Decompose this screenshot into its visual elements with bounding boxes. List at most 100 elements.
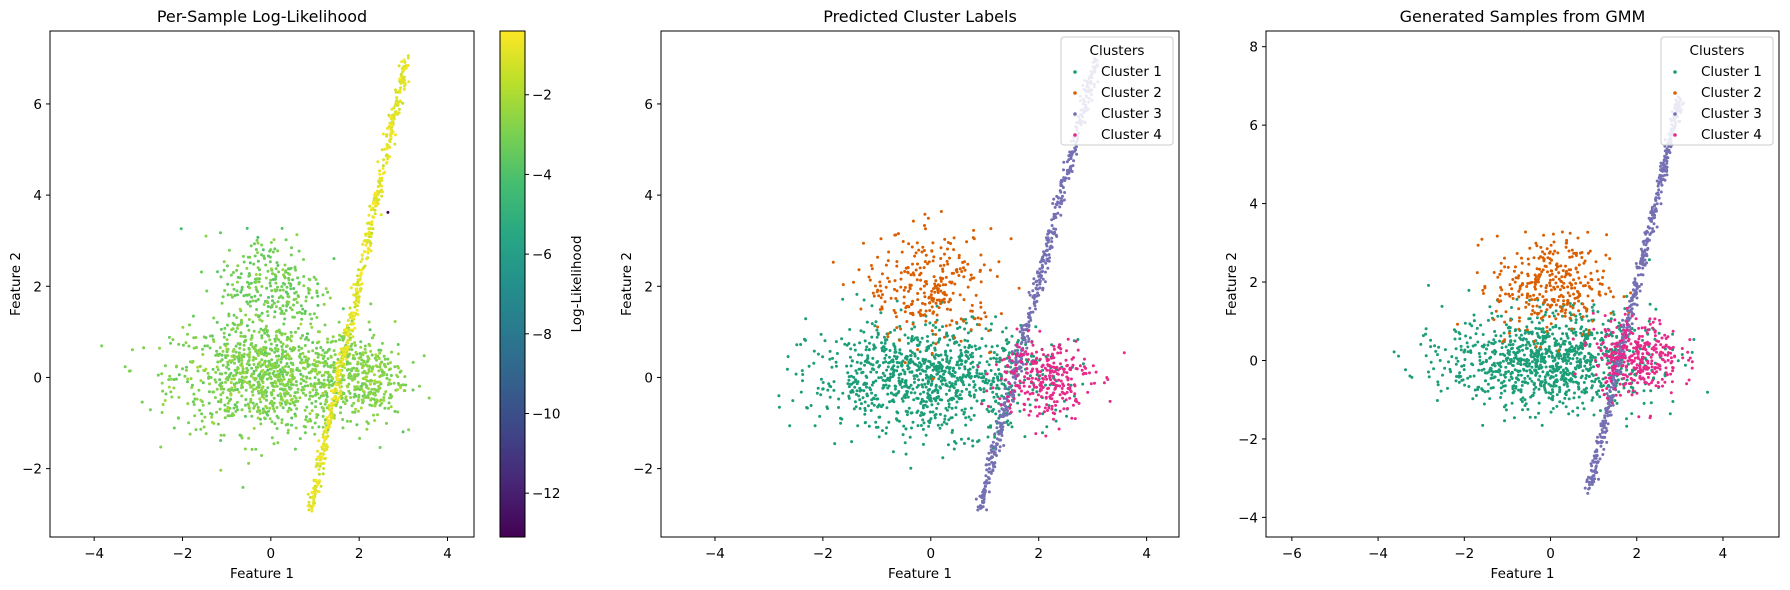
data-point [181,325,185,329]
data-point [885,426,889,430]
data-point [1649,401,1653,405]
data-point [884,431,888,435]
data-point [201,403,205,407]
data-point [222,331,226,335]
data-point [215,387,219,391]
x-tick-label: −4 [1368,546,1388,562]
data-point [1011,352,1014,356]
data-point [215,320,219,324]
data-point [266,368,270,372]
data-point [331,377,335,381]
data-point [307,397,311,401]
data-point [1066,386,1070,390]
data-point [1065,371,1069,375]
data-point [1050,407,1054,411]
data-point [963,327,967,331]
data-point [949,308,952,312]
data-point [295,311,299,315]
data-point [1052,391,1056,395]
x-tick-label: −2 [1454,546,1474,562]
data-point [1069,165,1073,169]
data-point [352,321,356,325]
data-point [863,412,867,416]
data-point [255,308,259,311]
data-point [1035,369,1039,373]
data-point [242,348,246,352]
data-point [1424,354,1428,358]
data-point [924,433,928,437]
data-point [997,387,1001,391]
data-point [322,409,326,413]
data-point [944,324,948,328]
data-point [858,407,862,410]
data-point [284,238,288,242]
data-point [418,384,421,388]
data-point [1512,416,1516,420]
data-point [931,259,935,263]
data-point [1067,154,1071,158]
data-point [385,147,389,151]
data-point [288,337,292,341]
data-point [905,357,909,361]
data-point [227,409,231,413]
data-point [224,409,228,413]
data-point [363,382,367,386]
data-point [169,377,173,381]
data-point [922,390,926,394]
data-point [943,237,947,241]
data-point [368,379,371,383]
data-point [350,367,354,371]
data-point [1490,311,1494,315]
data-point [278,331,282,335]
data-point [274,267,278,271]
data-point [997,260,1001,264]
data-point [193,414,197,418]
data-point [329,418,333,422]
data-point [944,392,948,396]
data-point [209,376,213,379]
data-point [802,337,806,341]
data-point [160,372,164,376]
data-point [799,390,803,394]
data-point [1615,401,1619,405]
data-point [997,368,1001,371]
data-point [330,401,334,405]
data-point [327,421,331,425]
data-point [372,333,376,337]
data-point [325,416,329,420]
data-point [867,348,871,352]
data-point [990,345,994,349]
data-point [262,254,266,258]
data-point [201,353,205,356]
data-point [344,357,348,361]
data-point [229,393,233,397]
data-point [1089,382,1093,386]
data-point [261,248,265,252]
data-point [386,362,390,366]
data-point [916,409,920,413]
data-point [235,326,239,330]
data-point [902,424,906,428]
data-point [1533,357,1537,361]
data-point [370,379,374,383]
data-point [987,363,991,367]
data-point [1043,280,1047,284]
data-point [306,362,310,366]
data-point [301,391,305,395]
data-point [945,331,949,335]
data-point [821,355,825,359]
data-point [998,449,1001,453]
data-point [1051,411,1055,415]
data-point [1039,395,1043,399]
data-point [220,372,224,376]
data-point [278,306,282,310]
data-point [187,344,191,348]
data-point [388,155,391,159]
data-point [1034,286,1038,290]
data-point [1465,341,1469,345]
data-point [1047,259,1051,263]
data-point [885,406,889,410]
data-point [269,267,273,271]
data-point [904,379,908,383]
data-point [821,381,825,384]
